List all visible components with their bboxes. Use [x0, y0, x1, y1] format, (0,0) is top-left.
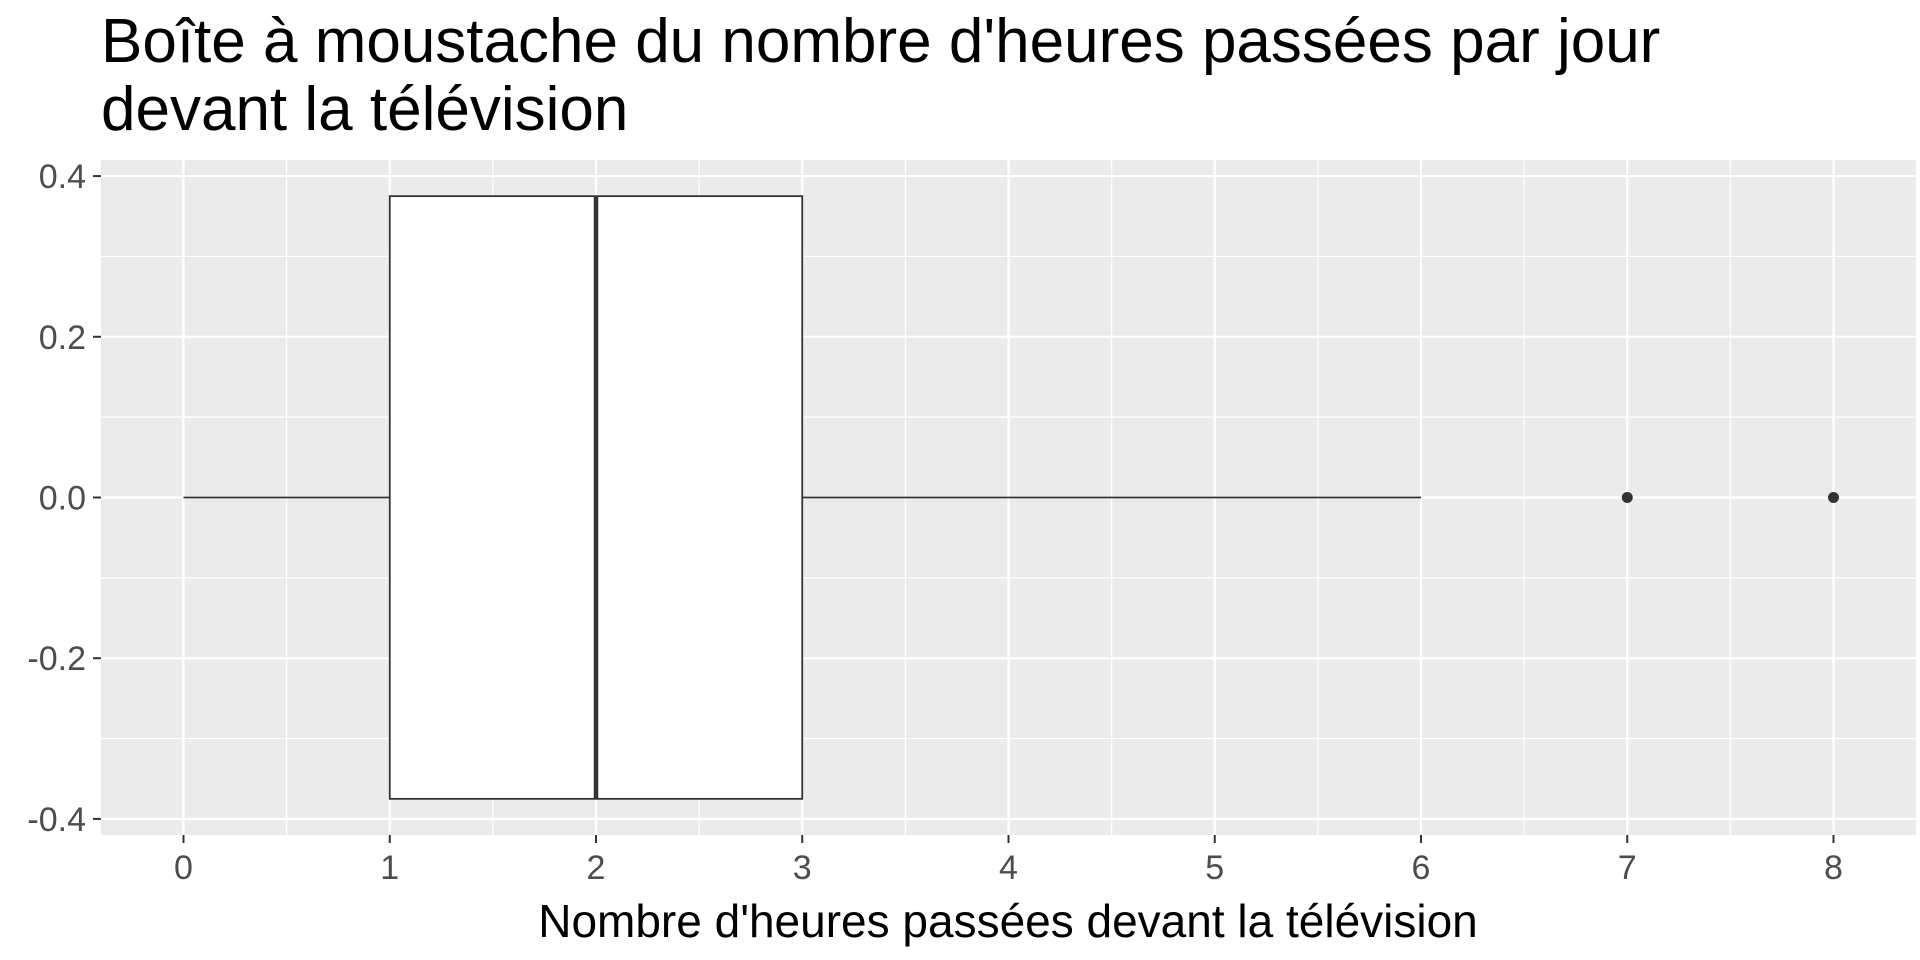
x-tick-label-0: 0 [174, 849, 193, 887]
x-axis-title: Nombre d'heures passées devant la télévi… [538, 895, 1478, 947]
chart-title-line-2: devant la télévision [101, 75, 628, 144]
x-tick-label-2: 2 [587, 849, 606, 887]
y-tick-label-0: 0.4 [39, 158, 86, 196]
x-tick-label-5: 5 [1205, 849, 1224, 887]
y-tick-label-3: -0.2 [27, 640, 86, 678]
y-tick-label-1: 0.2 [39, 319, 86, 357]
x-tick-label-7: 7 [1618, 849, 1637, 887]
outlier-point-1 [1828, 492, 1839, 503]
chart-title-line-1: Boîte à moustache du nombre d'heures pas… [101, 7, 1660, 76]
y-tick-label-4: -0.4 [27, 801, 86, 839]
x-tick-label-4: 4 [999, 849, 1018, 887]
outlier-point-0 [1621, 492, 1633, 503]
x-tick-label-6: 6 [1412, 849, 1431, 887]
box-plot-marks [183, 195, 1839, 800]
chart-title: Boîte à moustache du nombre d'heures pas… [101, 7, 1660, 144]
x-tick-label-3: 3 [793, 849, 812, 887]
y-tick-label-2: 0.0 [39, 480, 86, 518]
axes: 0 1 2 3 4 5 6 7 8 0.4 0.2 0.0 -0.2 -0.4 [27, 158, 1843, 887]
x-tick-label-1: 1 [380, 849, 399, 887]
x-tick-label-8: 8 [1824, 849, 1843, 887]
